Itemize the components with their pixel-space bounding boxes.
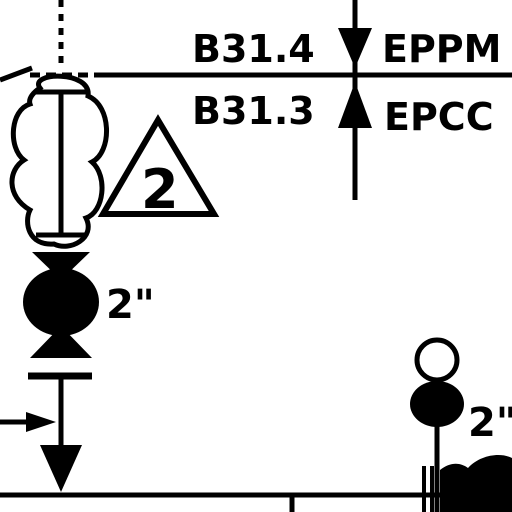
- revision-number: 2: [141, 158, 179, 221]
- lower-spec-code: B31.3: [192, 89, 315, 133]
- flow-arrow-down: [40, 445, 82, 492]
- angled-pipe-stub: [0, 65, 33, 83]
- valve-top-wedge: [32, 252, 90, 280]
- incoming-arrow: [26, 412, 56, 432]
- vessel-shape: [440, 455, 512, 512]
- instrument-circle: [414, 337, 460, 383]
- instrument-valve-ball: [410, 381, 464, 427]
- upper-spec-code: B31.4: [192, 27, 315, 71]
- valve-size-label: 2": [106, 282, 155, 328]
- valve-ball: [23, 268, 99, 336]
- spec-break-arrow-down: [338, 28, 372, 68]
- instrument-valve-size-label: 2": [468, 400, 512, 446]
- lower-spec-class: EPCC: [384, 95, 494, 139]
- upper-spec-class: EPPM: [382, 27, 501, 71]
- revision-triangle: [97, 114, 220, 217]
- revision-cloud: [9, 73, 109, 249]
- spec-break-arrow-up: [338, 82, 372, 128]
- valve-bottom-wedge: [30, 326, 92, 358]
